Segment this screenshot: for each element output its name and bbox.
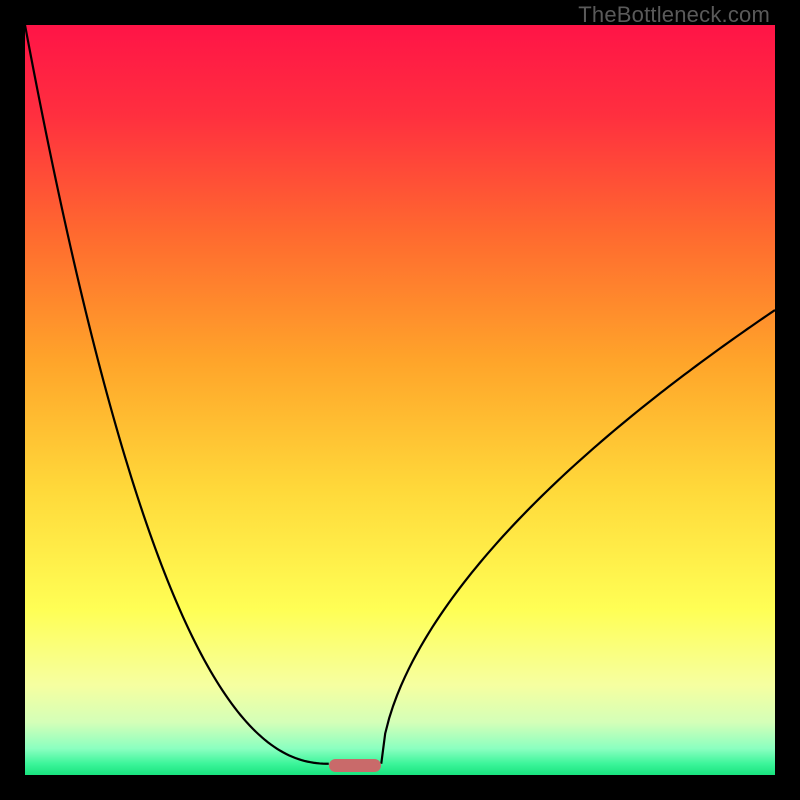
plot-area: [25, 25, 775, 775]
minimum-marker: [329, 759, 382, 773]
curve-left-branch: [25, 25, 329, 764]
bottleneck-curve: [25, 25, 775, 775]
curve-right-branch: [381, 310, 775, 764]
chart-frame: TheBottleneck.com: [0, 0, 800, 800]
